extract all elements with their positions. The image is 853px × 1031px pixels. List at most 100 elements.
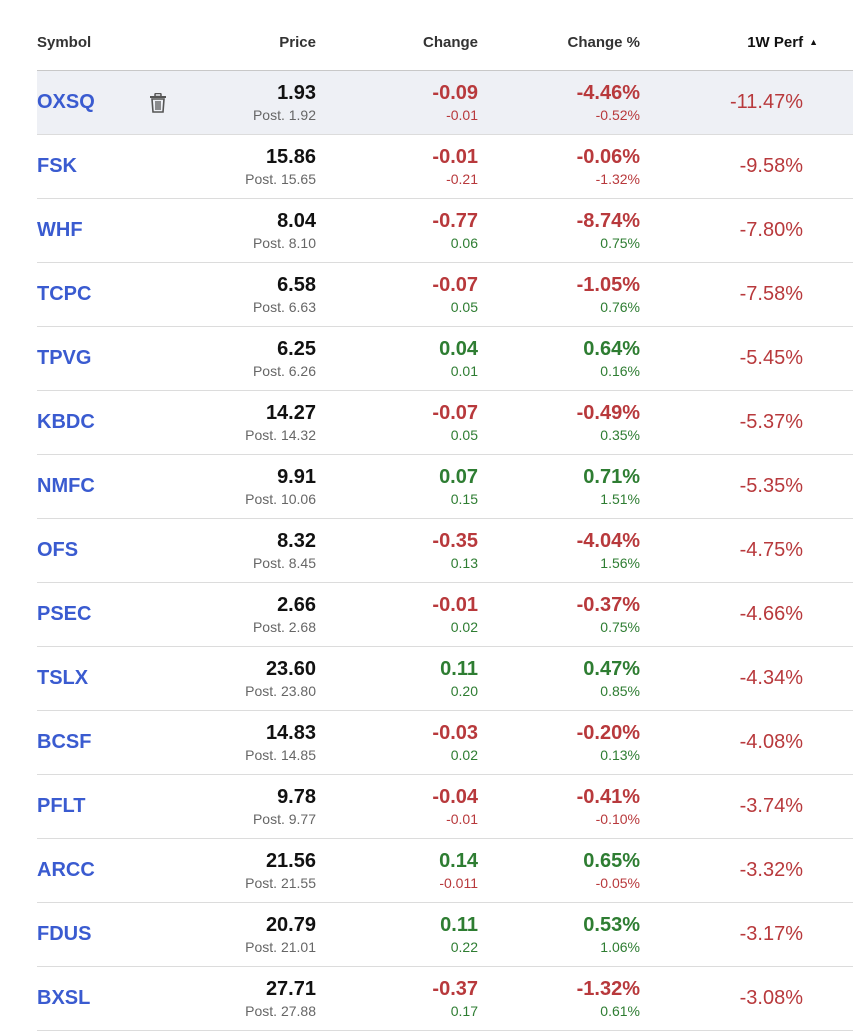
price-cell: 9.78 Post. 9.77 xyxy=(156,785,316,829)
change-pct-value: -1.32% xyxy=(576,978,640,1000)
post-change-value: 0.02 xyxy=(450,747,478,763)
change-pct-cell: -4.04% 1.56% xyxy=(500,529,640,573)
price-value: 2.66 xyxy=(277,594,316,616)
table-row[interactable]: FDUS 20.79 Post. 21.01 0.11 0.22 0.53% 1… xyxy=(37,903,853,967)
symbol-link[interactable]: PFLT xyxy=(37,795,86,817)
change-pct-cell: -4.46% -0.52% xyxy=(500,81,640,125)
change-pct-value: 0.64% xyxy=(583,338,640,360)
header-change[interactable]: Change xyxy=(422,34,478,51)
post-change-pct-value: 0.75% xyxy=(600,235,640,251)
change-pct-value: -4.04% xyxy=(576,530,640,552)
header-change-pct[interactable]: Change % xyxy=(567,34,640,51)
post-change-value: -0.01 xyxy=(446,811,478,827)
price-cell: 15.86 Post. 15.65 xyxy=(156,145,316,189)
symbol-link[interactable]: NMFC xyxy=(37,475,95,497)
perf-1w-value: -3.32% xyxy=(739,859,803,881)
price-cell: 8.32 Post. 8.45 xyxy=(156,529,316,573)
perf-1w-value: -4.66% xyxy=(739,603,803,625)
price-cell: 9.91 Post. 10.06 xyxy=(156,465,316,509)
change-pct-cell: -0.06% -1.32% xyxy=(500,145,640,189)
post-change-value: 0.05 xyxy=(450,427,478,443)
symbol-link[interactable]: TCPC xyxy=(37,283,92,305)
change-cell: -0.07 0.05 xyxy=(338,401,478,445)
post-change-pct-value: -1.32% xyxy=(595,171,640,187)
price-value: 6.25 xyxy=(277,338,316,360)
table-row[interactable]: ARCC 21.56 Post. 21.55 0.14 -0.011 0.65%… xyxy=(37,839,853,903)
table-row[interactable]: BCSF 14.83 Post. 14.85 -0.03 0.02 -0.20%… xyxy=(37,711,853,775)
change-pct-cell: -8.74% 0.75% xyxy=(500,209,640,253)
trash-icon[interactable] xyxy=(149,92,167,113)
post-market-price: Post. 14.85 xyxy=(245,747,316,763)
perf-1w-value: -4.75% xyxy=(739,539,803,561)
change-value: -0.07 xyxy=(432,274,478,296)
change-pct-value: -0.37% xyxy=(576,594,640,616)
post-market-price: Post. 1.92 xyxy=(252,107,316,123)
post-change-pct-value: 0.35% xyxy=(600,427,640,443)
change-pct-cell: -0.20% 0.13% xyxy=(500,721,640,765)
change-cell: 0.11 0.22 xyxy=(338,913,478,957)
post-market-price: Post. 21.55 xyxy=(245,875,316,891)
post-market-price: Post. 8.45 xyxy=(252,555,316,571)
price-cell: 1.93 Post. 1.92 xyxy=(156,81,316,125)
table-row[interactable]: OFS 8.32 Post. 8.45 -0.35 0.13 -4.04% 1.… xyxy=(37,519,853,583)
watchlist-table: Symbol Price Change Change % 1W Perf ▲ OX… xyxy=(37,0,853,1031)
table-row[interactable]: NMFC 9.91 Post. 10.06 0.07 0.15 0.71% 1.… xyxy=(37,455,853,519)
post-change-pct-value: -0.52% xyxy=(595,107,640,123)
header-symbol[interactable]: Symbol xyxy=(37,34,92,51)
price-value: 15.86 xyxy=(265,146,316,168)
change-cell: -0.37 0.17 xyxy=(338,977,478,1021)
symbol-link[interactable]: TPVG xyxy=(37,347,92,369)
table-row[interactable]: TSLX 23.60 Post. 23.80 0.11 0.20 0.47% 0… xyxy=(37,647,853,711)
symbol-link[interactable]: TSLX xyxy=(37,667,89,689)
change-cell: 0.07 0.15 xyxy=(338,465,478,509)
table-row[interactable]: TCPC 6.58 Post. 6.63 -0.07 0.05 -1.05% 0… xyxy=(37,263,853,327)
header-price[interactable]: Price xyxy=(279,34,316,51)
price-value: 14.27 xyxy=(265,402,316,424)
symbol-link[interactable]: BXSL xyxy=(37,987,91,1009)
price-cell: 14.83 Post. 14.85 xyxy=(156,721,316,765)
table-row[interactable]: BXSL 27.71 Post. 27.88 -0.37 0.17 -1.32%… xyxy=(37,967,853,1031)
perf-1w-value: -5.35% xyxy=(739,475,803,497)
symbol-link[interactable]: PSEC xyxy=(37,603,92,625)
price-cell: 6.25 Post. 6.26 xyxy=(156,337,316,381)
header-1w-perf[interactable]: 1W Perf ▲ xyxy=(747,34,818,51)
symbol-link[interactable]: BCSF xyxy=(37,731,92,753)
perf-1w-value: -11.47% xyxy=(729,91,803,113)
post-change-value: -0.011 xyxy=(439,875,478,891)
price-value: 23.60 xyxy=(265,658,316,680)
table-row[interactable]: FSK 15.86 Post. 15.65 -0.01 -0.21 -0.06%… xyxy=(37,135,853,199)
symbol-link[interactable]: OXSQ xyxy=(37,91,95,113)
table-row[interactable]: KBDC 14.27 Post. 14.32 -0.07 0.05 -0.49%… xyxy=(37,391,853,455)
change-pct-value: 0.71% xyxy=(583,466,640,488)
price-value: 14.83 xyxy=(265,722,316,744)
table-row[interactable]: WHF 8.04 Post. 8.10 -0.77 0.06 -8.74% 0.… xyxy=(37,199,853,263)
price-cell: 23.60 Post. 23.80 xyxy=(156,657,316,701)
perf-1w-value: -7.58% xyxy=(739,283,803,305)
post-market-price: Post. 6.63 xyxy=(252,299,316,315)
post-change-value: 0.15 xyxy=(450,491,478,507)
table-row[interactable]: PSEC 2.66 Post. 2.68 -0.01 0.02 -0.37% 0… xyxy=(37,583,853,647)
post-change-pct-value: 1.06% xyxy=(600,939,640,955)
post-change-value: 0.01 xyxy=(450,363,478,379)
table-row[interactable]: PFLT 9.78 Post. 9.77 -0.04 -0.01 -0.41% … xyxy=(37,775,853,839)
price-value: 8.04 xyxy=(277,210,316,232)
symbol-link[interactable]: FDUS xyxy=(37,923,92,945)
post-change-value: -0.01 xyxy=(446,107,478,123)
price-value: 1.93 xyxy=(277,82,316,104)
table-row[interactable]: OXSQ 1.93 Post. 1.92 -0.09 -0.01 -4.46% … xyxy=(37,71,853,135)
symbol-link[interactable]: FSK xyxy=(37,155,77,177)
post-market-price: Post. 23.80 xyxy=(245,683,316,699)
table-body: OXSQ 1.93 Post. 1.92 -0.09 -0.01 -4.46% … xyxy=(37,71,853,1031)
symbol-link[interactable]: OFS xyxy=(37,539,79,561)
change-pct-value: -4.46% xyxy=(576,82,640,104)
symbol-link[interactable]: KBDC xyxy=(37,411,95,433)
symbol-link[interactable]: ARCC xyxy=(37,859,95,881)
change-value: -0.77 xyxy=(432,210,478,232)
change-pct-cell: 0.65% -0.05% xyxy=(500,849,640,893)
price-value: 9.91 xyxy=(277,466,316,488)
change-cell: -0.01 -0.21 xyxy=(338,145,478,189)
table-row[interactable]: TPVG 6.25 Post. 6.26 0.04 0.01 0.64% 0.1… xyxy=(37,327,853,391)
symbol-link[interactable]: WHF xyxy=(37,219,83,241)
post-market-price: Post. 14.32 xyxy=(245,427,316,443)
price-cell: 6.58 Post. 6.63 xyxy=(156,273,316,317)
